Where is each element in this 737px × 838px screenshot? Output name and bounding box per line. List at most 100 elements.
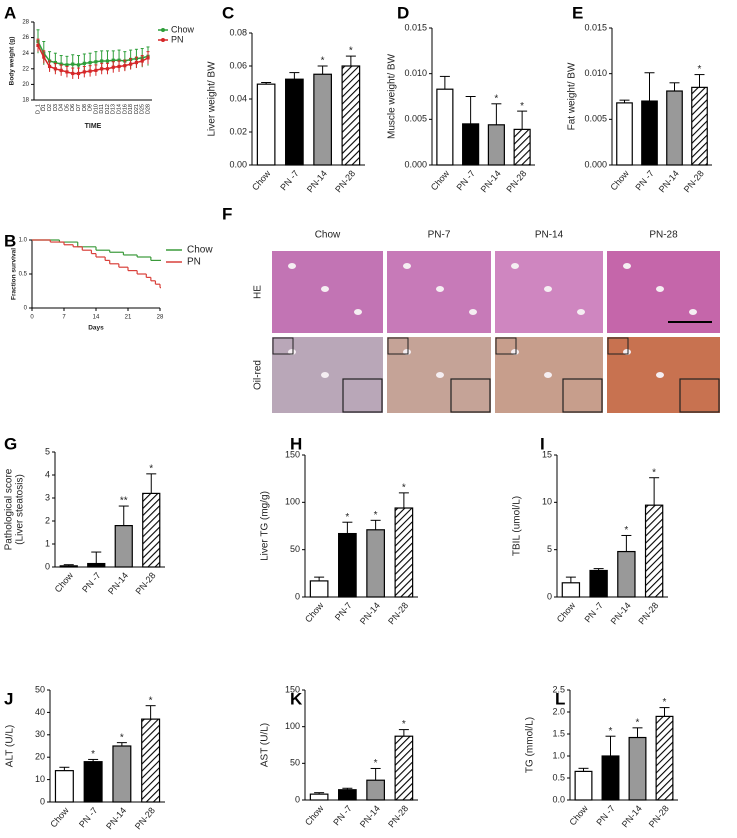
x-tick-label: D18 xyxy=(128,104,134,114)
marker xyxy=(111,58,115,62)
x-tick-label: D25 xyxy=(140,104,146,114)
significance-label: * xyxy=(149,463,153,474)
x-tick-label: PN-14 xyxy=(657,168,681,194)
panel-label: A xyxy=(4,3,16,22)
significance-label: ** xyxy=(120,496,128,507)
marker xyxy=(82,70,86,74)
y-tick-label: 0.08 xyxy=(229,27,247,37)
bar xyxy=(644,504,664,598)
marker xyxy=(88,69,92,73)
histology-image xyxy=(495,251,603,333)
bar xyxy=(83,761,103,803)
x-tick-label: PN-14 xyxy=(609,600,633,626)
column-label: Chow xyxy=(315,230,341,241)
vessel xyxy=(321,372,329,378)
y-tick-label: 10 xyxy=(542,497,552,507)
marker xyxy=(140,59,144,63)
significance-label: * xyxy=(91,749,95,760)
bar xyxy=(666,90,683,166)
bar xyxy=(338,789,357,801)
bar xyxy=(366,779,385,801)
x-tick-label: D11 xyxy=(99,104,105,114)
vessel xyxy=(354,309,362,315)
bar xyxy=(487,124,505,166)
x-tick-label: PN -7 xyxy=(77,805,99,829)
y-tick-label: 1.0 xyxy=(552,750,565,760)
marker xyxy=(53,60,57,65)
marker xyxy=(105,67,110,71)
x-tick-label: D21 xyxy=(134,104,140,114)
y-axis-label: Pathological score xyxy=(4,468,15,550)
inset-zoom xyxy=(562,378,603,413)
marker xyxy=(71,71,75,76)
marker xyxy=(71,62,75,66)
x-tick-label: Chow xyxy=(48,805,71,829)
marker xyxy=(36,43,40,47)
x-tick-label: D8 xyxy=(82,104,88,111)
y-tick-label: 1.0 xyxy=(19,238,28,244)
bar xyxy=(436,88,454,166)
legend-label: Chow xyxy=(187,245,213,256)
significance-label: * xyxy=(374,758,378,769)
x-tick-label: PN-14 xyxy=(358,803,382,829)
y-tick-label: 22 xyxy=(22,66,29,72)
legend-label: Chow xyxy=(171,24,195,34)
y-tick-label: 0 xyxy=(547,591,552,601)
marker xyxy=(129,62,133,66)
y-tick-label: 0 xyxy=(40,796,45,806)
significance-label: * xyxy=(663,697,667,708)
bar xyxy=(513,128,531,166)
x-tick-label: PN-14 xyxy=(305,168,329,194)
significance-label: * xyxy=(636,717,640,728)
inset-zoom xyxy=(679,378,720,413)
vessel xyxy=(436,372,444,378)
panel-label: G xyxy=(4,434,17,453)
x-tick-label: D7 xyxy=(76,104,82,111)
legend-marker xyxy=(161,28,165,32)
inset-box xyxy=(272,337,294,355)
marker xyxy=(59,68,63,72)
significance-label: * xyxy=(149,695,153,706)
y-tick-label: 2 xyxy=(45,515,50,525)
y-tick-label: 0.005 xyxy=(404,114,427,124)
bar xyxy=(691,86,708,166)
bar xyxy=(141,718,161,803)
marker xyxy=(111,65,115,69)
x-tick-label: PN-14 xyxy=(104,805,128,831)
bar xyxy=(142,492,161,568)
x-tick-label: Chow xyxy=(567,803,590,827)
y-axis-label: TBIL (umol/L) xyxy=(512,496,523,556)
bar xyxy=(59,565,78,568)
y-tick-label: 4 xyxy=(45,469,50,479)
x-tick-label: PN-14 xyxy=(620,803,644,829)
y-axis-label: Body weight (g) xyxy=(9,37,16,86)
x-tick-label: PN -7 xyxy=(633,168,655,192)
y-tick-label: 0.005 xyxy=(584,114,607,124)
x-tick-label: D14 xyxy=(117,104,123,114)
vessel xyxy=(577,309,585,315)
y-tick-label: 0 xyxy=(295,794,300,804)
y-tick-label: 5 xyxy=(45,446,50,456)
y-tick-label: 150 xyxy=(285,449,300,459)
x-tick-label: PN-28 xyxy=(333,168,357,194)
y-tick-label: 28 xyxy=(22,20,29,26)
bar xyxy=(338,532,357,598)
bar xyxy=(87,562,106,568)
y-tick-label: 30 xyxy=(35,729,45,739)
x-tick-label: PN-28 xyxy=(647,803,671,829)
bar xyxy=(313,73,332,166)
marker xyxy=(105,59,110,63)
marker xyxy=(146,56,150,60)
legend-marker xyxy=(161,38,165,42)
bar xyxy=(589,569,608,598)
bar xyxy=(112,745,132,803)
x-tick-label: PN -7 xyxy=(331,803,353,827)
y-tick-label: 100 xyxy=(285,497,300,507)
y-tick-label: 0.000 xyxy=(404,159,427,169)
significance-label: * xyxy=(624,525,628,536)
inset-box xyxy=(387,337,409,355)
y-tick-label: 5 xyxy=(547,544,552,554)
significance-label: * xyxy=(402,483,406,494)
